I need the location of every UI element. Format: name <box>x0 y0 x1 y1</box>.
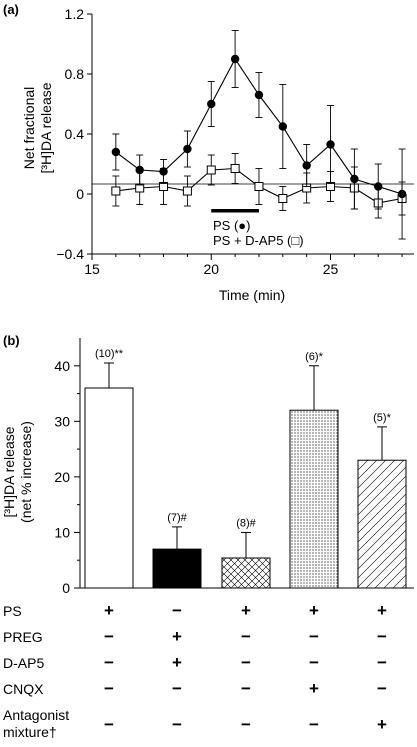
treatment-mark: − <box>104 627 114 646</box>
panel-b-ytick-label: 20 <box>54 469 70 485</box>
treatment-mark: − <box>241 653 251 672</box>
treatment-mark: − <box>172 715 182 734</box>
ps-ap5-data-point <box>230 164 240 173</box>
legend-ps: PS (●) <box>213 218 250 233</box>
treatment-mark: − <box>241 627 251 646</box>
bar <box>357 459 407 589</box>
bar-annotation: (8)# <box>236 517 256 529</box>
panel-a-xtick-label: 15 <box>84 261 100 277</box>
panel-a-ytick-label: −0.4 <box>56 246 84 262</box>
treatment-mark: + <box>172 653 182 672</box>
treatment-mark: − <box>309 715 319 734</box>
treatment-mark: + <box>377 715 387 734</box>
panel-b: (b) [³H]DA release (net % increase) 0 10 2… <box>1 333 414 740</box>
treatment-mark: + <box>377 601 387 620</box>
ps-ap5-data-point <box>254 182 264 191</box>
treatment-mark: − <box>377 679 387 698</box>
treatment-mark: − <box>309 653 319 672</box>
panel-a-y-ticks: −0.4 0 0.4 0.8 1.2 <box>56 6 92 262</box>
panel-b-label: (b) <box>3 333 20 348</box>
treatment-label: CNQX <box>3 681 44 697</box>
panel-b-ytick-label: 0 <box>62 580 70 596</box>
ps-data-point <box>135 165 144 175</box>
treatment-label: mixture† <box>3 724 57 740</box>
panel-a-ytick-label: 0.4 <box>65 126 85 142</box>
panel-b-ylabel: [³H]DA release (net % increase) <box>1 421 34 523</box>
legend-ps-ap5: PS + D-AP5 (□) <box>213 233 304 248</box>
treatment-mark: + <box>241 601 251 620</box>
ps-ap5-data-point <box>206 165 216 175</box>
treatment-mark: − <box>377 653 387 672</box>
bar <box>221 557 271 589</box>
panel-a-series <box>111 30 407 240</box>
bar-annotation: (7)# <box>167 512 187 524</box>
panel-b-ytick-label: 30 <box>54 413 70 429</box>
treatment-mark: − <box>104 679 114 698</box>
treatment-mark: + <box>309 679 319 698</box>
treatment-mark: − <box>104 715 114 734</box>
treatment-mark: − <box>104 653 114 672</box>
treatment-mark: − <box>377 627 387 646</box>
panel-b-ytick-label: 40 <box>54 358 70 374</box>
treatment-mark: + <box>172 627 182 646</box>
panel-a-x-ticks: 15 20 25 <box>84 254 403 277</box>
bar-annotation: (10)** <box>95 348 124 360</box>
bar <box>289 409 339 589</box>
treatment-mark: − <box>172 679 182 698</box>
bar-annotation: (6)* <box>305 351 323 363</box>
panel-a-ytick-label: 1.2 <box>65 6 85 22</box>
treatment-mark: − <box>241 715 251 734</box>
ps-data-point <box>207 99 216 109</box>
ps-data-point <box>397 189 407 199</box>
bar <box>152 548 202 589</box>
ps-data-point <box>278 122 288 131</box>
stimulus-bar <box>211 209 259 213</box>
ps-ap5-data-point <box>278 194 288 203</box>
panel-a-ylabel-line2: [³H]DA release <box>38 82 54 173</box>
ps-data-point <box>302 161 311 170</box>
panel-a-ylabel-line1: Net fractional <box>21 87 37 169</box>
panel-a-ytick-label: 0.8 <box>65 66 85 82</box>
panel-a: (a) Net fractional [³H]DA release −0.4 0 0… <box>3 2 414 303</box>
panel-b-bars: (10)** (7)# (8)# (6)* (5)* <box>84 348 407 589</box>
bar-annotation: (5)* <box>373 412 391 424</box>
treatment-label: PREG <box>3 629 43 645</box>
treatment-mark: − <box>309 627 319 646</box>
ps-data-point <box>183 144 192 154</box>
ps-data-point <box>374 182 383 191</box>
treatment-mark: − <box>241 679 251 698</box>
ps-data-point <box>159 167 168 176</box>
panel-a-ytick-label: 0 <box>76 186 84 202</box>
treatment-label: Antagonist <box>3 707 69 723</box>
treatment-mark: + <box>309 601 319 620</box>
ps-ap5-data-point <box>182 186 192 196</box>
bar <box>84 387 134 589</box>
ps-ap5-data-point <box>111 186 121 196</box>
treatment-mark: + <box>104 601 114 620</box>
ps-data-point <box>350 174 359 184</box>
panel-a-label: (a) <box>3 2 19 17</box>
panel-b-y-ticks: 0 10 20 30 40 <box>54 358 80 596</box>
ps-data-point <box>111 147 121 157</box>
panel-a-xtick-label: 20 <box>203 261 219 277</box>
treatment-mark: − <box>172 601 182 620</box>
ps-data-point <box>326 140 335 149</box>
panel-b-ylabel-line2: (net % increase) <box>18 421 34 523</box>
ps-data-point <box>254 90 264 100</box>
panel-a-ylabel: Net fractional [³H]DA release <box>21 82 54 173</box>
panel-a-xlabel: Time (min) <box>219 287 285 303</box>
treatment-label: D-AP5 <box>3 655 44 671</box>
panel-b-ytick-label: 10 <box>54 524 70 540</box>
panel-a-xtick-label: 25 <box>323 261 339 277</box>
ps-data-point <box>230 54 240 64</box>
treatment-table: PS + − + + + PREG − + − − − D-AP5 − + − − − CNQX − − − + − Antag… <box>3 601 387 740</box>
treatment-label: PS <box>3 603 22 619</box>
panel-b-ylabel-line1: [³H]DA release <box>1 426 17 517</box>
